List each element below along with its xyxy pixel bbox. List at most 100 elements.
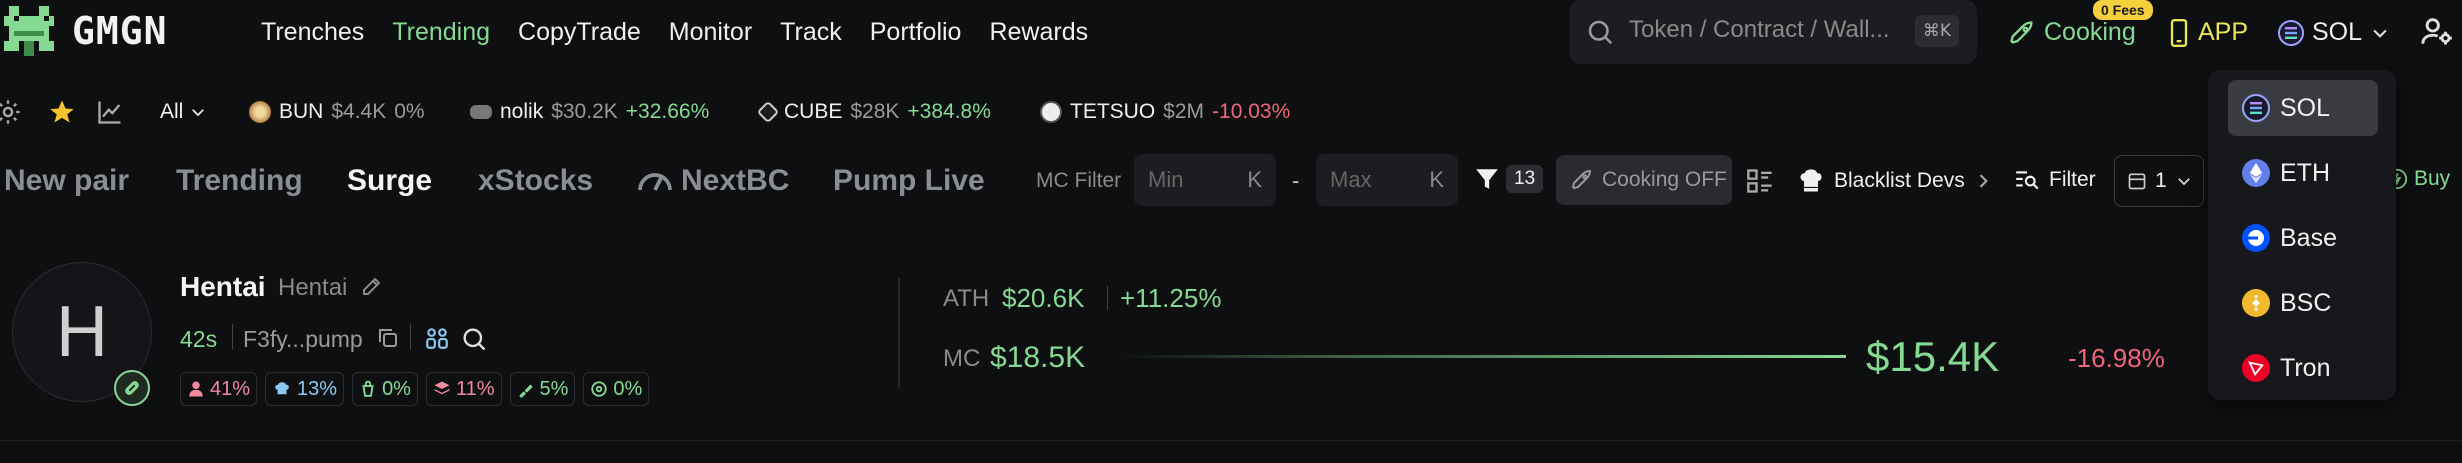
phone-icon <box>2170 18 2188 47</box>
divider <box>0 440 2462 441</box>
search-icon[interactable] <box>460 325 488 353</box>
ticker-filter-select[interactable]: All <box>160 100 207 124</box>
nav-trenches[interactable]: Trenches <box>261 18 365 46</box>
gear-icon[interactable] <box>0 98 22 126</box>
ticker-change: -10.03% <box>1212 100 1291 123</box>
chain-option-label: Base <box>2280 223 2337 252</box>
filter-count-button[interactable]: 13 <box>1474 165 1544 193</box>
mc-max-input[interactable]: Max K <box>1316 154 1458 206</box>
gauge-icon <box>638 173 672 191</box>
ticker-item[interactable]: BUN $4.4K 0% <box>249 100 425 124</box>
ticker-filter-label: All <box>160 100 184 123</box>
token-icon <box>249 101 271 123</box>
chevron-right-icon <box>1979 174 1988 188</box>
user-settings-icon[interactable] <box>2420 14 2454 48</box>
mc-progress-line <box>1120 355 1846 358</box>
solana-icon <box>2278 19 2304 46</box>
frog-logo-icon <box>4 6 54 56</box>
preset-icon <box>2128 173 2146 190</box>
market-cap-label: MC <box>943 345 981 372</box>
brand-logo[interactable]: GMGN <box>4 6 168 56</box>
snipers-stat[interactable]: 5% <box>509 372 576 406</box>
chain-selector[interactable]: SOL <box>2278 18 2390 47</box>
cube-token-icon <box>756 100 780 124</box>
nav-trending[interactable]: Trending <box>392 18 491 46</box>
tab-pump-live[interactable]: Pump Live <box>833 164 985 197</box>
fees-badge: 0 Fees <box>2093 0 2153 20</box>
stat-value: 11% <box>455 377 495 400</box>
filter-label: Filter <box>2049 168 2096 191</box>
tab-surge[interactable]: Surge <box>347 164 433 197</box>
bundle-stat[interactable]: 0% <box>352 372 418 406</box>
brand-name: GMGN <box>72 9 168 53</box>
target-stat[interactable]: 0% <box>583 372 650 406</box>
base-icon <box>2242 224 2270 252</box>
chain-option-sol[interactable]: SOL <box>2228 80 2378 136</box>
chain-option-bsc[interactable]: BSC <box>2228 275 2378 331</box>
avatar-letter: H <box>56 292 108 372</box>
tab-trending[interactable]: Trending <box>176 164 303 197</box>
cooking-toggle[interactable]: Cooking OFF <box>1556 155 1732 205</box>
chart-icon[interactable] <box>96 98 124 126</box>
search-input[interactable] <box>1629 16 1909 44</box>
mc-min-unit: K <box>1247 167 1262 192</box>
global-search[interactable]: ⌘K <box>1569 0 1977 64</box>
cooking-label: Cooking <box>2044 18 2136 46</box>
token-icon <box>470 105 492 119</box>
chain-option-base[interactable]: Base <box>2228 210 2378 266</box>
nav-track[interactable]: Track <box>780 18 842 46</box>
stat-value: 0% <box>382 377 411 400</box>
mc-min-input[interactable]: Min K <box>1134 154 1276 206</box>
chef-block-icon <box>1800 169 1822 192</box>
divider <box>410 324 411 350</box>
cooking-button[interactable]: Cooking <box>2008 18 2136 47</box>
community-icon[interactable] <box>423 325 451 351</box>
nav-portfolio[interactable]: Portfolio <box>869 18 962 46</box>
market-cap-value: $18.5K <box>990 341 1086 374</box>
stat-value: 5% <box>539 377 569 400</box>
copy-icon[interactable] <box>376 326 400 350</box>
insiders-stat[interactable]: 11% <box>425 372 502 406</box>
ticker-item[interactable]: CUBE $28K +384.8% <box>756 100 991 124</box>
app-download-button[interactable]: APP <box>2168 18 2248 47</box>
nav-copytrade[interactable]: CopyTrade <box>518 18 641 46</box>
tab-new-pair[interactable]: New pair <box>4 164 130 197</box>
mc-filter-label: MC Filter <box>1036 169 1122 192</box>
ticker-price: $30.2K <box>551 100 618 123</box>
ticker-item[interactable]: TETSUO $2M -10.03% <box>1040 100 1290 124</box>
ticker-symbol: BUN <box>279 100 324 123</box>
tab-nextbc[interactable]: NextBC <box>637 164 789 198</box>
chain-option-label: Tron <box>2280 353 2331 382</box>
filter-search-icon <box>2016 171 2039 190</box>
preset-select[interactable]: 1 <box>2114 155 2204 207</box>
token-name[interactable]: Hentai <box>180 271 266 302</box>
filter-button[interactable]: Filter <box>2013 167 2096 193</box>
bundle-icon <box>362 380 374 397</box>
chain-option-eth[interactable]: ETH <box>2228 145 2378 201</box>
user-icon <box>189 381 203 397</box>
ticker-symbol: nolik <box>500 100 544 123</box>
tab-xstocks[interactable]: xStocks <box>478 164 594 197</box>
blacklist-label: Blacklist Devs <box>1834 169 1965 192</box>
stat-value: 13% <box>297 377 338 400</box>
app-label: APP <box>2198 18 2249 46</box>
layout-toggle-icon[interactable] <box>1746 167 1774 195</box>
ticker-symbol: CUBE <box>784 100 843 123</box>
ticker-item[interactable]: nolik $30.2K +32.66% <box>470 100 709 124</box>
chain-option-tron[interactable]: Tron <box>2228 340 2378 396</box>
divider <box>1107 286 1108 310</box>
token-avatar[interactable]: H <box>12 262 152 402</box>
nav-monitor[interactable]: Monitor <box>668 18 753 46</box>
target-icon <box>591 381 608 397</box>
ticker-price: $2M <box>1163 100 1205 123</box>
top-holders-stat[interactable]: 41% <box>180 372 258 406</box>
star-icon[interactable] <box>48 98 76 126</box>
chain-option-label: SOL <box>2280 93 2331 122</box>
nav-rewards[interactable]: Rewards <box>989 18 1089 46</box>
chain-option-label: ETH <box>2280 158 2330 187</box>
ethereum-icon <box>2242 159 2270 187</box>
blacklist-devs-button[interactable]: Blacklist Devs <box>1796 167 1993 195</box>
mc-min-placeholder: Min <box>1148 167 1184 192</box>
dev-holding-stat[interactable]: 13% <box>265 372 345 406</box>
edit-icon[interactable] <box>360 274 384 298</box>
